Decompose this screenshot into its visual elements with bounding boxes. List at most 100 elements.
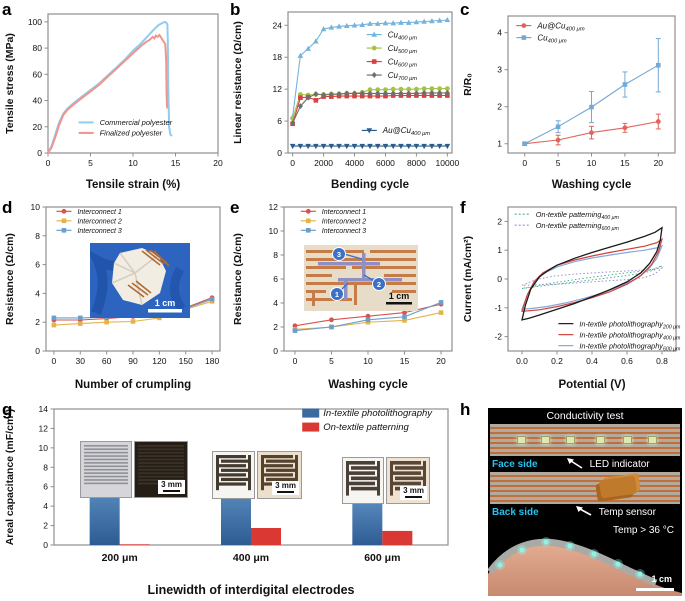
svg-text:0: 0 [273, 346, 278, 356]
electrode-pattern-image [343, 458, 383, 503]
chart-a-content: 0 5 10 15 20 0 20 40 60 80 100 Tensile strain (%) Te… [4, 13, 223, 191]
svg-text:1: 1 [497, 245, 502, 255]
led-component [566, 436, 575, 444]
svg-text:2: 2 [497, 216, 502, 226]
svg-text:Linear resistance (Ω/cm): Linear resistance (Ω/cm) [232, 21, 244, 144]
svg-text:In-textile photolithography400: In-textile photolithography400 μm [579, 330, 681, 341]
svg-text:0: 0 [46, 158, 51, 168]
svg-text:1: 1 [335, 290, 339, 299]
svg-text:On-textile patterning600 μm: On-textile patterning600 μm [536, 221, 620, 232]
svg-text:12: 12 [39, 423, 49, 433]
scale-bar [277, 491, 294, 493]
svg-text:10: 10 [363, 356, 373, 366]
svg-text:Cu600 μm: Cu600 μm [388, 57, 418, 68]
chart-cv-curves: 0.0 0.2 0.4 0.6 0.8 -2 -1 0 1 2 Potential (V) Curre… [462, 206, 681, 391]
electrode-photo-in-textile-600um [342, 457, 384, 504]
finger-photo: Temp > 36 °C 1 cm [488, 522, 682, 596]
svg-text:0: 0 [52, 356, 57, 366]
svg-text:6: 6 [35, 260, 40, 270]
scale-bar-label: 3 mm [403, 486, 424, 495]
svg-text:4: 4 [273, 298, 278, 308]
svg-text:Washing cycle: Washing cycle [328, 379, 407, 391]
badge-2: 2 [372, 277, 386, 291]
svg-text:24: 24 [273, 20, 283, 30]
svg-text:In-textile photolithography200: In-textile photolithography200 μm [579, 319, 681, 330]
copper-traces [306, 250, 416, 306]
svg-text:8: 8 [273, 250, 278, 260]
svg-text:5: 5 [329, 356, 334, 366]
textile-back-band [490, 472, 680, 504]
svg-text:In-textile photolithography600: In-textile photolithography600 μm [579, 341, 681, 352]
svg-text:Interconnect 2: Interconnect 2 [77, 219, 121, 226]
svg-text:Resistance (Ω/cm): Resistance (Ω/cm) [4, 233, 16, 325]
series-line [47, 33, 169, 154]
electrode-photo-on-textile-400um: 3 mm [257, 451, 302, 499]
svg-text:2: 2 [377, 280, 381, 289]
svg-text:Potential (V): Potential (V) [558, 379, 625, 391]
svg-text:-1: -1 [494, 303, 502, 313]
svg-text:Areal capacitance (mF/cm²): Areal capacitance (mF/cm²) [4, 409, 16, 546]
scale-chip: 3 mm [272, 481, 299, 495]
svg-text:In-textile photolithography: In-textile photolithography [323, 408, 433, 419]
panel-letter-c: c [460, 0, 470, 19]
svg-text:Number of crumpling: Number of crumpling [75, 379, 191, 391]
svg-text:5: 5 [556, 158, 561, 168]
svg-text:8000: 8000 [407, 158, 426, 168]
svg-text:0: 0 [43, 540, 48, 550]
panel-letter-b: b [230, 0, 241, 19]
scale-bar [386, 302, 412, 305]
svg-text:400 μm: 400 μm [233, 552, 269, 564]
svg-text:0.2: 0.2 [551, 356, 563, 366]
panel-letter-f: f [460, 198, 466, 217]
svg-text:5: 5 [88, 158, 93, 168]
scale-chip: 3 mm [158, 480, 185, 494]
series-line [521, 226, 663, 321]
svg-text:Linewidth of interdigital elec: Linewidth of interdigital electrodes [148, 583, 355, 597]
svg-text:12: 12 [273, 84, 283, 94]
scale-bar [148, 309, 182, 313]
glove-fold [170, 266, 186, 312]
electrode-pattern-image [213, 452, 254, 498]
led-component [647, 436, 657, 444]
svg-text:40: 40 [33, 96, 43, 106]
svg-text:18: 18 [273, 52, 283, 62]
textile-face-band [490, 424, 680, 456]
electrode-photo-in-textile-200um [80, 441, 132, 498]
svg-text:1: 1 [497, 139, 502, 149]
svg-text:20: 20 [33, 122, 43, 132]
svg-text:15: 15 [400, 356, 410, 366]
glowing-leds [495, 537, 645, 579]
svg-text:On-textile patterning400 μm: On-textile patterning400 μm [536, 210, 620, 221]
interconnect-textile-photo: 1 2 3 1 cm [304, 245, 418, 311]
textile-creases [111, 252, 159, 306]
bar [382, 530, 413, 545]
svg-text:2: 2 [43, 521, 48, 531]
svg-text:30: 30 [76, 356, 86, 366]
svg-text:10: 10 [39, 443, 49, 453]
svg-text:120: 120 [152, 356, 166, 366]
panel-letter-g: g [2, 400, 13, 419]
arrow-icon [566, 458, 583, 469]
electrode-photos-400um: 3 mm [212, 451, 302, 499]
svg-text:0: 0 [37, 148, 42, 158]
panel-h: h Conductivity test Face side LED indica… [458, 395, 685, 601]
electrode-photos-200um: 3 mm [80, 441, 188, 498]
svg-text:15: 15 [620, 158, 630, 168]
svg-text:180: 180 [205, 356, 219, 366]
finger [488, 543, 682, 596]
svg-text:200 μm: 200 μm [102, 552, 138, 564]
svg-text:6: 6 [273, 274, 278, 284]
badge-1: 1 [330, 287, 344, 301]
textile-strip [488, 538, 658, 587]
chart-tensile-stress-strain: 0 5 10 15 20 0 20 40 60 80 100 Tensile strain (%) Te… [4, 13, 223, 191]
svg-text:-2: -2 [494, 332, 502, 342]
svg-text:10: 10 [269, 226, 279, 236]
svg-text:Commercial polyester: Commercial polyester [100, 118, 173, 127]
svg-text:Resistance (Ω/cm): Resistance (Ω/cm) [232, 233, 244, 325]
scale-bar [163, 490, 180, 492]
panel-a: a 0 5 10 15 20 0 20 40 60 80 100 Tensile strain (%)… [0, 0, 228, 195]
svg-text:15: 15 [171, 158, 181, 168]
svg-text:14: 14 [39, 404, 49, 414]
led-component [596, 436, 606, 444]
